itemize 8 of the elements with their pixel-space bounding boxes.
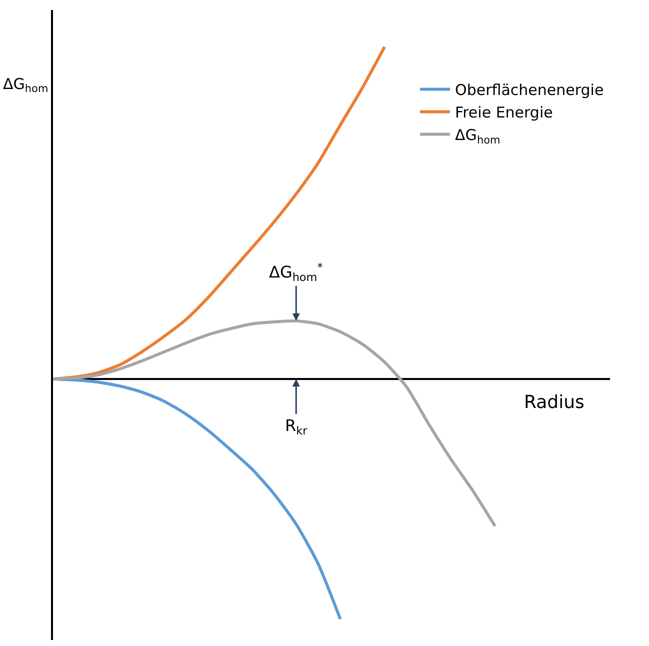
legend-label: Oberflächenenergie <box>455 81 604 100</box>
x-axis-title: Radius <box>524 392 584 413</box>
y-axis-title: ΔG$_{hom}$ <box>269 262 318 284</box>
annotation: R$_{kr}$ <box>285 416 308 438</box>
legend-label: ΔG$_{hom}$ <box>455 126 500 146</box>
text: * <box>317 261 323 274</box>
text: ΔG$_{hom}$ <box>3 75 48 96</box>
legend-label: Freie Energie <box>455 104 553 122</box>
